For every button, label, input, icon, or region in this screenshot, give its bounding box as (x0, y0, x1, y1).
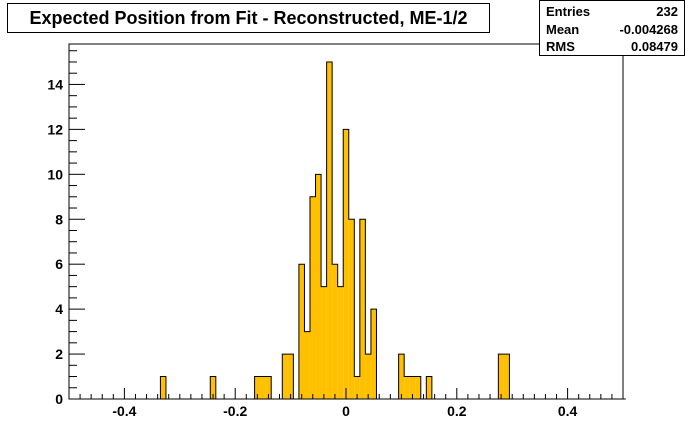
histogram-bar (298, 264, 305, 399)
histogram-bar (321, 286, 327, 399)
y-tick-label: 4 (55, 301, 63, 317)
title-box: Expected Position from Fit - Reconstruct… (7, 3, 490, 33)
histogram-bar (260, 376, 266, 399)
y-tick-label: 6 (55, 256, 63, 272)
stats-key: RMS (546, 39, 575, 54)
histogram-bar (409, 376, 416, 399)
x-tick-label: 0 (342, 403, 350, 419)
histogram-bar (415, 376, 421, 399)
y-tick-label: 0 (55, 391, 63, 407)
stats-key: Entries (546, 4, 591, 19)
stats-row-entries: Entries 232 (546, 4, 678, 20)
stats-value: -0.004268 (619, 22, 678, 37)
x-tick-label: 0.4 (558, 403, 578, 419)
histogram-bar (343, 129, 349, 399)
y-tick-label: 8 (55, 211, 63, 227)
histogram-bar (287, 354, 294, 399)
histogram-bar (282, 354, 288, 399)
histogram-bar (326, 61, 333, 400)
histogram-bar (210, 376, 216, 399)
histogram-bar (265, 376, 272, 399)
histogram-bar (254, 376, 261, 399)
histogram-bar (426, 376, 432, 399)
histogram-bar (304, 331, 310, 399)
x-axis: -0.4 -0.2 0 0.2 0.4 (68, 388, 624, 419)
histogram-bar (337, 286, 344, 399)
x-tick-label: -0.2 (223, 403, 247, 419)
histogram-bar (359, 219, 366, 399)
histogram-bar (404, 376, 410, 399)
stats-key: Mean (546, 22, 580, 37)
y-tick-label: 12 (47, 121, 63, 137)
x-tick-label: 0.2 (447, 403, 467, 419)
x-tick-label: -0.4 (112, 403, 136, 419)
histogram-bar (309, 196, 316, 399)
chart-title: Expected Position from Fit - Reconstruct… (29, 8, 468, 28)
histogram-bar (354, 376, 360, 399)
histogram-bar (398, 354, 405, 399)
histogram-bar (498, 354, 504, 399)
histogram-bar (370, 309, 377, 399)
histogram-bar (160, 376, 166, 399)
stats-box: Entries 232 Mean -0.004268 RMS 0.08479 (539, 0, 685, 56)
histogram-bars (69, 61, 626, 400)
histogram-bar (348, 219, 355, 399)
histogram-bar (315, 174, 322, 399)
histogram-bar (365, 354, 371, 399)
y-tick-label: 14 (47, 76, 63, 92)
stats-row-mean: Mean -0.004268 (546, 22, 678, 38)
stats-row-rms: RMS 0.08479 (546, 39, 678, 55)
y-tick-label: 10 (47, 166, 63, 182)
y-axis: 0 2 4 6 8 10 12 14 (47, 50, 85, 407)
histogram-bar (503, 354, 510, 399)
y-tick-label: 2 (55, 346, 63, 362)
stats-value: 232 (656, 4, 678, 19)
stats-value: 0.08479 (631, 39, 678, 54)
histogram-bar (332, 264, 338, 399)
